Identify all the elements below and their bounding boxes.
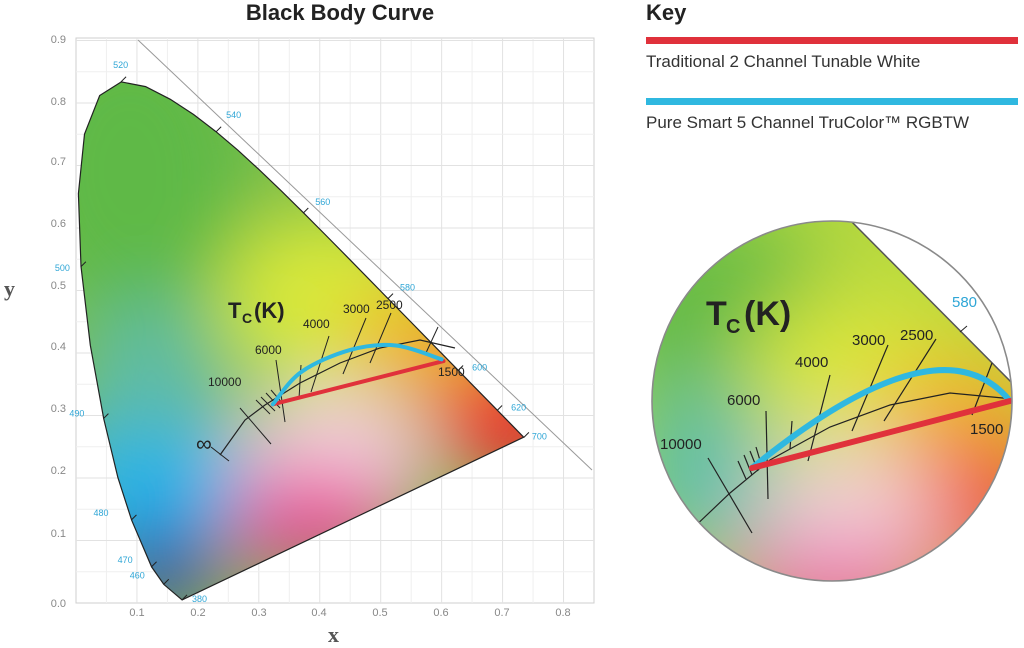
y-tick-label: 0.9 [51, 34, 66, 46]
x-axis-label: x [328, 622, 339, 647]
locus-tick [496, 405, 503, 411]
plot-frame [75, 37, 595, 604]
wavelength-label: 380 [192, 594, 207, 604]
inset-wavelength-label: 580 [952, 294, 977, 311]
planckian-subscript: C [242, 310, 252, 326]
planckian-unit: (K) [254, 298, 285, 323]
cct-label-3000: 3000 [343, 302, 370, 316]
y-axis-label: y [4, 276, 15, 301]
series-traditional-line [270, 359, 446, 407]
y-tick-label: 0.7 [51, 156, 66, 168]
locus-tick [80, 261, 87, 268]
spectral-locus-outline [77, 81, 525, 601]
locus-tick [151, 561, 157, 568]
inset-cct-label-2500: 2500 [900, 327, 933, 344]
wavelength-label: 600 [472, 363, 487, 373]
axis-tick-labels: 0.1 0.2 0.3 0.4 0.5 0.6 0.7 0.8 0.0 0.1 … [51, 34, 571, 619]
wavelength-label: 480 [93, 508, 108, 518]
key-label-trucolor: Pure Smart 5 Channel TruColor™ RGBTW [646, 113, 970, 132]
inset-circle-border [651, 220, 1013, 582]
x-tick-label: 0.5 [372, 607, 387, 619]
x-tick-label: 0.1 [129, 607, 144, 619]
key-title: Key [646, 0, 687, 25]
inset-edge-tick [959, 325, 968, 333]
cct-label-2500: 2500 [376, 298, 403, 312]
key-label-traditional: Traditional 2 Channel Tunable White [646, 52, 921, 71]
inset-planckian-subscript: C [726, 316, 740, 338]
x-tick-label: 0.2 [190, 607, 205, 619]
y-tick-label: 0.5 [51, 280, 66, 292]
inset-cct-label-10000: 10000 [660, 436, 702, 453]
wavelength-label: 540 [226, 110, 241, 120]
x-tick-label: 0.7 [494, 607, 509, 619]
cct-label-10000: 10000 [208, 375, 242, 389]
y-tick-label: 0.8 [51, 96, 66, 108]
wavelength-label: 490 [69, 409, 84, 419]
inset-series-traditional-line [749, 398, 1012, 471]
locus-tick [523, 432, 530, 438]
locus-tick [387, 293, 394, 299]
planckian-title: T [228, 298, 242, 323]
inset-planckian-unit: (K) [744, 295, 791, 333]
x-tick-label: 0.4 [311, 607, 326, 619]
key-line-trucolor [646, 98, 1018, 105]
wavelength-label: 580 [400, 283, 415, 293]
inset-series-trucolor-line [749, 367, 1012, 471]
y-tick-label: 0.3 [51, 403, 66, 415]
wavelength-label: 620 [511, 403, 526, 413]
wavelength-label: 560 [315, 197, 330, 207]
chart-title: Black Body Curve [245, 0, 435, 25]
series-trucolor-line [270, 342, 444, 407]
inset-spectral-edge [844, 221, 1012, 396]
infinity-label: ∞ [196, 431, 212, 456]
y-tick-label: 0.0 [51, 598, 66, 610]
inset-cct-label-3000: 3000 [852, 332, 885, 349]
spectral-locus-ticks [80, 76, 530, 601]
inset-isotherm-lines [707, 338, 993, 534]
x-tick-label: 0.3 [251, 607, 266, 619]
inset-planckian-title: T [706, 295, 727, 333]
inset-cct-label-4000: 4000 [795, 354, 828, 371]
wavelength-label: 700 [532, 431, 547, 441]
locus-tick [457, 365, 464, 371]
locus-tick [215, 126, 222, 133]
locus-tick [163, 578, 170, 585]
y-tick-label: 0.2 [51, 465, 66, 477]
inset-cct-label-1500: 1500 [970, 421, 1003, 438]
locus-tick [302, 207, 309, 214]
x-tick-label: 0.8 [555, 607, 570, 619]
chromaticity-chart: 0.1 0.2 0.3 0.4 0.5 0.6 0.7 0.8 0.0 0.1 … [51, 34, 595, 619]
inset-cct-label-6000: 6000 [727, 392, 760, 409]
wavelength-label: 460 [130, 570, 145, 580]
y-tick-label: 0.1 [51, 528, 66, 540]
y-tick-label: 0.4 [51, 341, 66, 353]
locus-tick [120, 76, 127, 83]
inset-planckian-locus [689, 392, 1012, 532]
wavelength-label: 520 [113, 60, 128, 70]
x-tick-label: 0.6 [433, 607, 448, 619]
wavelength-label: 470 [118, 555, 133, 565]
cct-label-6000: 6000 [255, 343, 282, 357]
locus-tick [181, 594, 188, 601]
key-line-traditional [646, 37, 1018, 44]
wavelength-label: 500 [55, 263, 70, 273]
locus-tick [131, 514, 137, 521]
inset-magnifier: T C (K) 580 10000 6000 4000 3000 2500 15… [651, 220, 1013, 582]
wavelength-labels: 380 460 470 480 490 500 520 540 560 580 600 620 700 [55, 60, 547, 604]
cct-label-1500: 1500 [438, 365, 465, 379]
reference-diagonal-line [137, 39, 593, 471]
cct-label-4000: 4000 [303, 317, 330, 331]
locus-tick [103, 413, 109, 419]
y-tick-label: 0.6 [51, 218, 66, 230]
